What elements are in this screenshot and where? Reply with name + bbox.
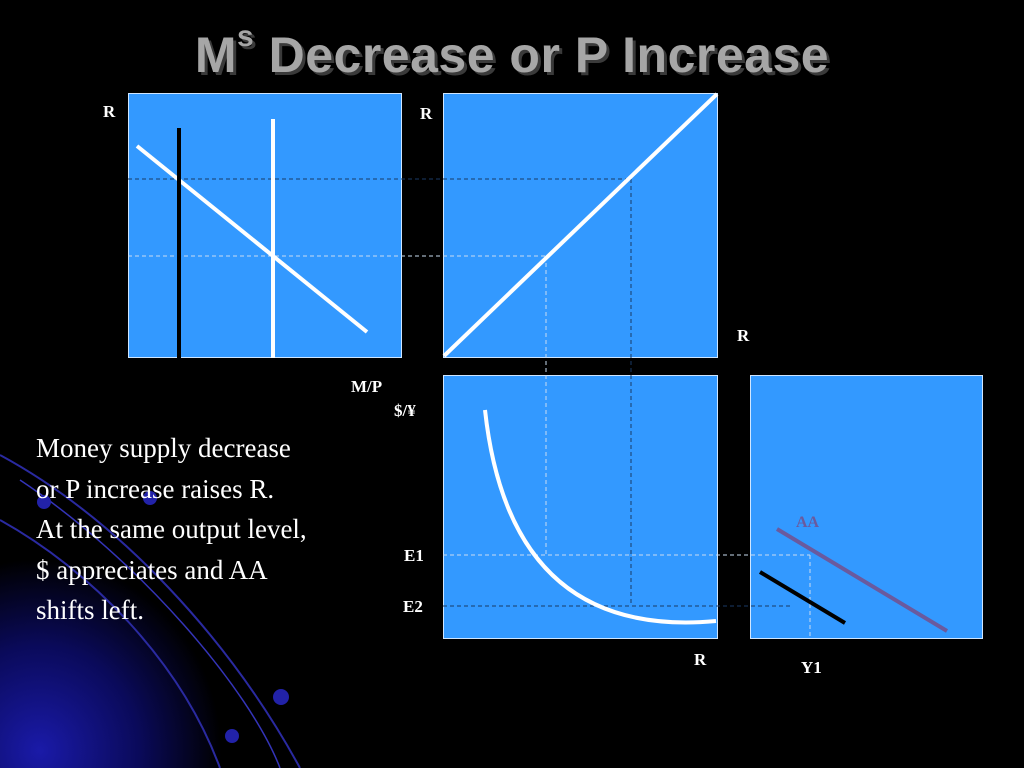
title-rest: Decrease or P Increase <box>254 27 830 83</box>
money-demand-curve <box>135 144 369 334</box>
exchange-rate-axis-label: $/¥ <box>394 401 416 420</box>
e1-label: E1 <box>404 546 424 565</box>
caption-line: Money supply decrease <box>36 433 291 463</box>
caption-line: At the same output level, <box>36 514 307 544</box>
exchange-rate-curve <box>483 409 717 625</box>
title-superscript: s <box>237 20 255 53</box>
caption-line: $ appreciates and AA <box>36 554 268 585</box>
right-r-label: R <box>737 326 750 345</box>
fx-r-label: R <box>420 104 433 123</box>
e2-label: E2 <box>403 597 423 616</box>
caption-line: or P increase raises R. <box>36 473 275 504</box>
real-money-axis-label: M/P <box>351 377 383 396</box>
page-title: Ms Decrease or P Increase <box>0 22 1024 84</box>
aa-curve-original <box>775 527 949 633</box>
aa-curve-label: AA <box>796 514 820 531</box>
aa-curve-panel <box>750 375 983 639</box>
forty-five-degree-line <box>442 92 719 358</box>
title-main: M <box>194 27 238 83</box>
bottom-r-label: R <box>694 650 707 669</box>
y1-label: Y1 <box>801 658 822 677</box>
money-market-panel <box>128 93 402 358</box>
caption-line: shifts left. <box>36 595 144 625</box>
aa-curve-shifted <box>758 570 847 625</box>
caption-text: Money supply decrease or P increase rais… <box>36 428 396 631</box>
money-market-r-label: R <box>103 102 116 121</box>
